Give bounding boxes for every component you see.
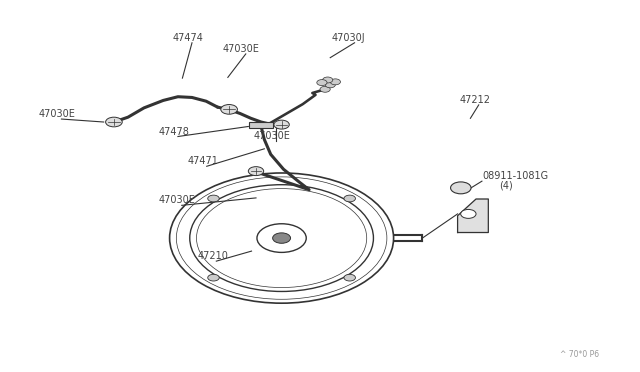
- Text: (4): (4): [499, 180, 513, 190]
- Circle shape: [320, 86, 330, 92]
- Circle shape: [461, 209, 476, 218]
- Circle shape: [274, 120, 289, 129]
- Text: 47210: 47210: [197, 251, 228, 261]
- Circle shape: [273, 233, 291, 243]
- Circle shape: [208, 274, 220, 281]
- Circle shape: [451, 182, 471, 194]
- Polygon shape: [458, 199, 488, 232]
- Circle shape: [323, 77, 333, 83]
- Text: 47030E: 47030E: [253, 131, 291, 141]
- Text: 47030E: 47030E: [223, 44, 260, 54]
- Text: 47030J: 47030J: [332, 33, 365, 43]
- Text: 47030E: 47030E: [38, 109, 76, 119]
- FancyBboxPatch shape: [249, 122, 273, 128]
- Text: 47471: 47471: [188, 156, 218, 166]
- Circle shape: [208, 195, 220, 202]
- Circle shape: [221, 105, 237, 114]
- Text: 08911-1081G: 08911-1081G: [482, 171, 548, 181]
- Text: 47478: 47478: [159, 126, 189, 137]
- Circle shape: [344, 274, 355, 281]
- Circle shape: [330, 79, 340, 85]
- Circle shape: [344, 195, 355, 202]
- Text: ^ 70*0 P6: ^ 70*0 P6: [560, 350, 599, 359]
- Text: N: N: [458, 183, 464, 192]
- Circle shape: [248, 167, 264, 176]
- Text: 47030E: 47030E: [159, 195, 196, 205]
- Text: 47212: 47212: [460, 95, 490, 105]
- Circle shape: [106, 117, 122, 127]
- Circle shape: [325, 82, 335, 88]
- Circle shape: [317, 80, 327, 86]
- Text: 47474: 47474: [173, 33, 204, 43]
